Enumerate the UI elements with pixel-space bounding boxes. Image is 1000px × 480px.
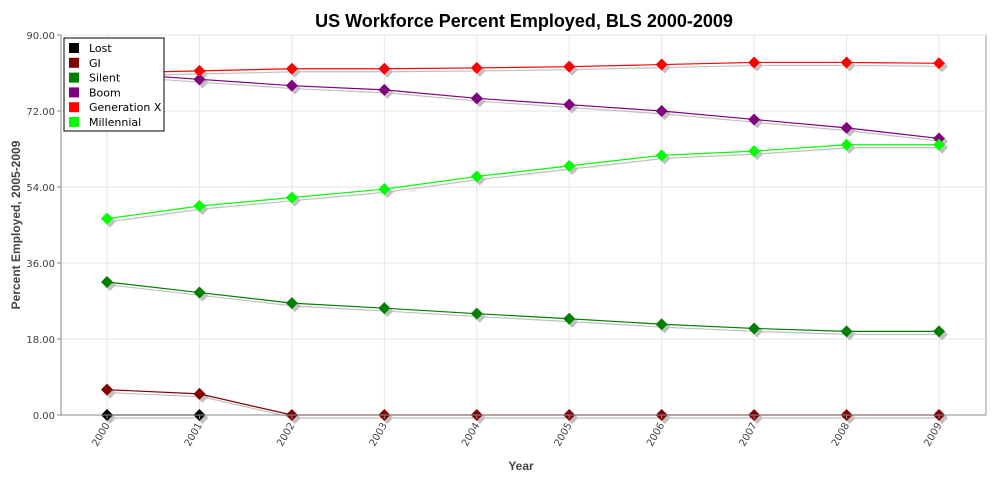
data-point-millennial xyxy=(101,212,113,225)
data-point-millennial xyxy=(748,145,761,158)
data-point-silent xyxy=(101,276,113,288)
x-tick-label: 2000 xyxy=(90,421,112,449)
data-point-boom xyxy=(193,73,206,86)
legend-label-millennial: Millennial xyxy=(89,116,141,129)
data-point-boom xyxy=(563,98,576,111)
data-point-gi xyxy=(193,387,206,400)
legend-label-boom: Boom xyxy=(89,86,121,99)
x-tick-label: 2003 xyxy=(368,421,390,449)
data-point-silent xyxy=(378,302,391,315)
data-point-millennial xyxy=(285,191,298,204)
y-tick-label: 90.00 xyxy=(26,31,55,42)
legend-label-generation-x: Generation X xyxy=(89,101,162,114)
data-point-silent xyxy=(840,325,853,338)
data-point-millennial xyxy=(655,149,668,162)
data-point-boom xyxy=(748,113,761,126)
x-tick-label: 2004 xyxy=(460,421,482,449)
legend-swatch-lost xyxy=(69,43,79,53)
data-point-boom xyxy=(933,132,945,145)
data-point-boom xyxy=(840,121,853,134)
data-point-generation-x xyxy=(193,64,206,77)
data-point-boom xyxy=(378,83,391,96)
series-shadow-generation-x xyxy=(109,64,943,77)
y-tick-label: 54.00 xyxy=(26,183,55,194)
x-tick-label: 2008 xyxy=(830,421,852,449)
data-point-silent xyxy=(470,307,483,320)
x-tick-label: 2005 xyxy=(553,421,575,449)
data-point-generation-x xyxy=(563,60,576,73)
series-line-silent xyxy=(106,281,939,332)
data-point-generation-x xyxy=(378,62,391,75)
data-point-boom xyxy=(285,79,298,92)
data-point-silent xyxy=(193,286,206,299)
data-point-silent xyxy=(285,297,298,310)
data-point-generation-x xyxy=(748,56,761,69)
x-tick-label: 2006 xyxy=(645,421,667,449)
chart-title: US Workforce Percent Employed, BLS 2000-… xyxy=(315,11,733,31)
data-point-generation-x xyxy=(655,58,668,71)
data-point-gi xyxy=(101,383,113,396)
legend-box xyxy=(63,37,165,132)
legend-label-lost: Lost xyxy=(89,42,112,55)
data-point-millennial xyxy=(193,200,206,212)
legend-swatch-silent xyxy=(69,72,79,83)
x-tick-label: 2007 xyxy=(737,421,759,449)
series-shadow-millennial xyxy=(109,147,942,223)
data-point-millennial xyxy=(470,170,483,183)
data-point-generation-x xyxy=(840,56,853,69)
y-tick-label: 18.00 xyxy=(26,335,55,346)
data-point-silent xyxy=(933,325,945,338)
x-tick-label: 2002 xyxy=(275,421,297,449)
legend-swatch-boom xyxy=(69,87,79,98)
data-point-millennial xyxy=(933,138,945,151)
series-line-boom xyxy=(106,72,940,140)
y-axis-title: Percent Employed, 2005-2009 xyxy=(9,140,23,309)
y-tick-label: 36.00 xyxy=(26,259,55,270)
legend-swatch-gi xyxy=(69,57,79,68)
series-shadow-silent xyxy=(109,284,942,335)
series-line-generation-x xyxy=(106,61,940,74)
data-point-millennial xyxy=(840,138,853,151)
legend-swatch-generation-x xyxy=(69,102,79,113)
data-point-generation-x xyxy=(470,61,483,74)
series-shadow-gi xyxy=(109,392,942,419)
y-tick-label: 0.00 xyxy=(33,411,55,422)
data-point-silent xyxy=(655,318,668,331)
data-point-boom xyxy=(655,105,668,117)
plot-area xyxy=(60,34,987,416)
x-tick-label: 2001 xyxy=(183,421,205,449)
series-shadow-boom xyxy=(109,75,943,143)
legend-swatch-millennial xyxy=(69,117,79,127)
data-point-millennial xyxy=(563,159,576,172)
series-markers xyxy=(101,56,945,421)
legend-label-gi: GI xyxy=(89,57,101,70)
data-point-generation-x xyxy=(933,57,945,70)
data-point-millennial xyxy=(378,183,391,196)
data-point-silent xyxy=(563,312,576,325)
y-tick-label: 72.00 xyxy=(26,107,55,118)
legend-label-silent: Silent xyxy=(89,72,121,85)
data-point-silent xyxy=(748,322,761,335)
data-point-generation-x xyxy=(285,62,298,75)
series-line-millennial xyxy=(106,144,939,220)
x-axis-title: Year xyxy=(508,459,534,473)
data-point-boom xyxy=(470,92,483,105)
x-tick-label: 2009 xyxy=(922,421,944,449)
